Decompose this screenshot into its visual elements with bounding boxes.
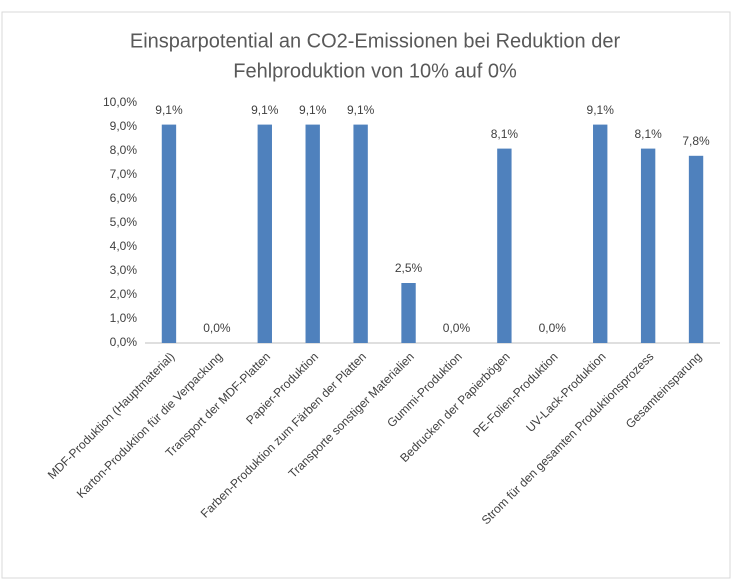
data-label: 9,1% [587,103,615,117]
data-label: 8,1% [491,127,519,141]
y-tick-label: 6,0% [110,191,138,205]
data-label: 2,5% [395,261,423,275]
bar [353,124,368,343]
y-tick-label: 8,0% [110,143,138,157]
data-label: 9,1% [251,103,279,117]
data-label: 8,1% [634,127,662,141]
y-tick-label: 4,0% [110,239,138,253]
bar [640,148,656,343]
bar [305,124,320,343]
data-label: 9,1% [299,103,327,117]
data-label: 7,8% [682,134,710,148]
chart-title: Fehlproduktion von 10% auf 0% [233,60,517,82]
y-tick-label: 1,0% [110,311,138,325]
y-tick-label: 0,0% [110,335,138,349]
y-tick-label: 9,0% [110,119,138,133]
y-tick-label: 2,0% [110,287,138,301]
data-label: 9,1% [347,103,375,117]
bar [161,124,177,343]
data-label: 0,0% [539,321,567,335]
data-label: 0,0% [203,321,231,335]
bar [257,124,272,343]
bar [688,155,704,343]
y-tick-label: 7,0% [110,167,138,181]
bar [401,283,416,343]
y-tick-label: 5,0% [110,215,138,229]
bar [497,148,512,343]
data-label: 9,1% [155,103,183,117]
chart-title: Einsparpotential an CO2-Emissionen bei R… [130,30,621,52]
data-label: 0,0% [443,321,471,335]
y-tick-label: 10,0% [103,95,137,109]
bar [593,124,608,343]
y-tick-label: 3,0% [110,263,138,277]
